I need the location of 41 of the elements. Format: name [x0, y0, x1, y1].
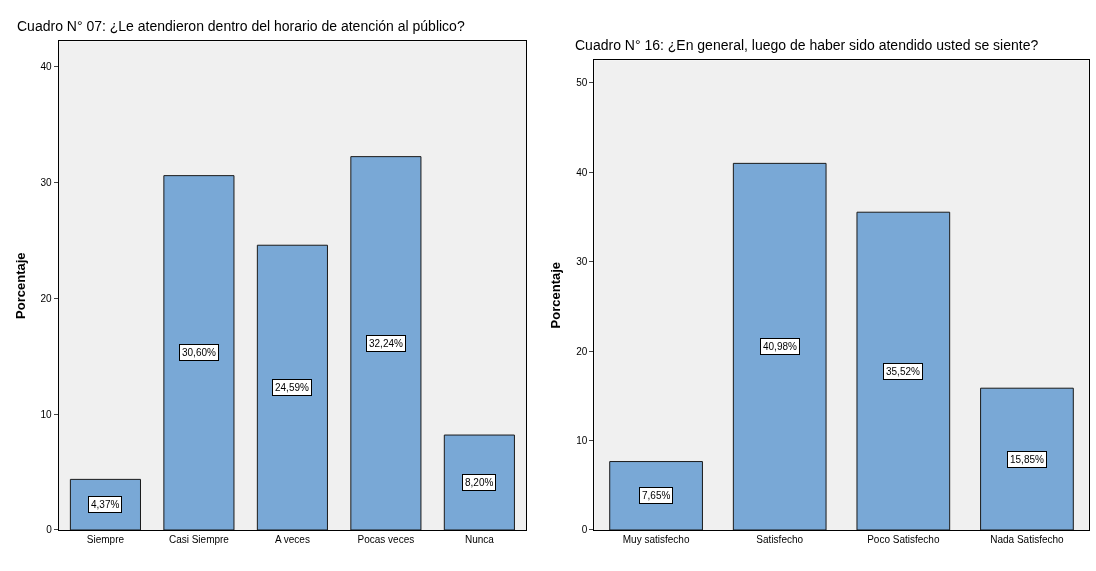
- chart-title: Cuadro N° 16: ¿En general, luego de haber sido atendido usted se siente?: [575, 37, 1039, 53]
- bar: [443, 434, 515, 530]
- bar: [609, 461, 703, 530]
- x-tick-label: Casi Siempre: [168, 533, 230, 545]
- y-tick-label: 10: [576, 435, 588, 447]
- data-label: 40,98%: [763, 341, 798, 352]
- y-tick-label: 0: [46, 524, 53, 536]
- y-axis-title: Porcentaje: [12, 252, 28, 319]
- bar: [163, 175, 235, 530]
- x-tick-label: Nada Satisfecho: [990, 533, 1065, 545]
- data-label: 32,24%: [369, 338, 404, 349]
- y-tick-label: 20: [576, 345, 588, 357]
- y-tick-label: 40: [576, 166, 588, 178]
- data-label: 15,85%: [1010, 454, 1045, 465]
- x-tick-label: Nunca: [464, 533, 495, 545]
- y-tick-label: 30: [40, 177, 53, 189]
- y-tick-label: 40: [40, 61, 53, 73]
- data-label: 24,59%: [275, 382, 310, 393]
- x-tick-label: Satisfecho: [756, 533, 804, 545]
- y-axis-title: Porcentaje: [548, 261, 564, 329]
- x-tick-label: Poco Satisfecho: [867, 533, 940, 545]
- data-label: 4,37%: [91, 499, 120, 510]
- y-tick-label: 50: [576, 77, 588, 89]
- chart-title: Cuadro N° 07: ¿Le atendieron dentro del horario de atención al público?: [17, 18, 465, 34]
- y-tick-label: 20: [40, 292, 53, 304]
- bar: [732, 162, 827, 530]
- bar: [350, 156, 422, 530]
- bar: [980, 387, 1074, 530]
- x-tick-label: Pocas veces: [357, 533, 415, 545]
- y-tick-label: 10: [40, 408, 53, 420]
- y-tick-label: 30: [576, 256, 588, 268]
- x-tick-label: Siempre: [86, 533, 125, 545]
- data-label: 8,20%: [465, 477, 494, 488]
- x-tick-label: A veces: [274, 533, 310, 545]
- data-label: 30,60%: [182, 347, 217, 358]
- data-label: 35,52%: [886, 366, 921, 377]
- x-tick-label: Muy satisfecho: [622, 533, 690, 545]
- bar: [856, 211, 951, 530]
- data-label: 7,65%: [642, 490, 671, 501]
- bar: [256, 244, 328, 530]
- y-tick-label: 0: [581, 524, 588, 536]
